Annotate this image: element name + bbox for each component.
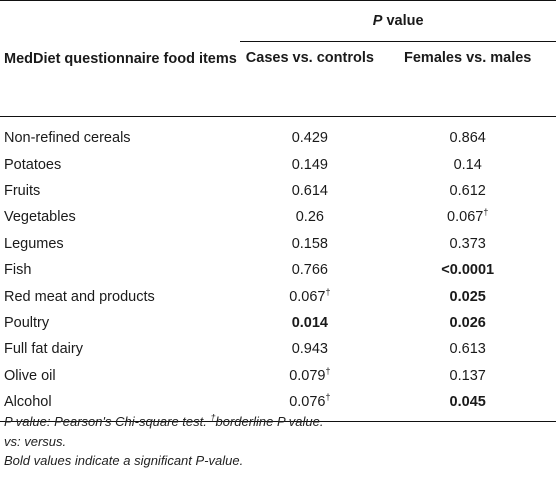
table-column-header-row: MedDiet questionnaire food items Cases v… bbox=[0, 41, 556, 117]
p-value: 0.158 bbox=[291, 235, 328, 252]
cell-cases-vs-controls: 0.614 bbox=[240, 178, 379, 204]
cell-cases-vs-controls: 0.943 bbox=[240, 336, 379, 362]
header-food-items: MedDiet questionnaire food items bbox=[0, 41, 241, 117]
header-females-vs-males: Females vs. males bbox=[379, 41, 556, 117]
cell-food-item: Red meat and products bbox=[4, 288, 155, 305]
footnote-1-text-a: P value: Pearson's Chi-square test. bbox=[4, 414, 211, 429]
borderline-dagger: † bbox=[483, 207, 489, 218]
cell-food-item: Alcohol bbox=[0, 388, 241, 423]
cell-females-vs-males: 0.026 bbox=[379, 310, 556, 336]
borderline-dagger: † bbox=[325, 286, 331, 297]
footnote-line-3: Bold values indicate a significant P-val… bbox=[4, 453, 244, 468]
p-value: 0.067 bbox=[447, 209, 484, 226]
cell-females-vs-males: 0.864 bbox=[379, 117, 556, 152]
p-value: 0.067 bbox=[289, 288, 326, 305]
cell-females-vs-males: 0.373 bbox=[379, 231, 556, 257]
group-header-blank bbox=[0, 0, 241, 42]
table-row: Fruits 0.614 0.612 bbox=[0, 178, 556, 204]
p-value: 0.864 bbox=[449, 130, 486, 147]
cell-cases-vs-controls: 0.26 bbox=[240, 204, 379, 230]
p-value: 0.766 bbox=[291, 262, 328, 279]
cell-females-vs-males: 0.025 bbox=[379, 283, 556, 309]
p-value: 0.026 bbox=[449, 314, 486, 331]
cell-cases-vs-controls: 0.149 bbox=[240, 151, 379, 177]
p-value: 0.943 bbox=[291, 341, 328, 358]
p-value-table: P value MedDiet questionnaire food items… bbox=[0, 0, 556, 423]
cell-females-vs-males: <0.0001 bbox=[379, 257, 556, 283]
p-value: 0.014 bbox=[291, 314, 328, 331]
cell-food-item: Olive oil bbox=[4, 367, 56, 384]
p-value: 0.045 bbox=[449, 394, 486, 411]
cell-females-vs-males: 0.045 bbox=[379, 388, 556, 423]
table-row: Full fat dairy 0.943 0.613 bbox=[0, 336, 556, 362]
cell-females-vs-males: 0.14 bbox=[379, 151, 556, 177]
cell-food-item: Full fat dairy bbox=[4, 341, 83, 358]
cell-cases-vs-controls: 0.067† bbox=[240, 283, 379, 309]
p-value-group-header: P value bbox=[240, 0, 556, 42]
cell-females-vs-males: 0.137 bbox=[379, 363, 556, 389]
borderline-dagger: † bbox=[325, 365, 331, 376]
cell-food-item: Fruits bbox=[4, 182, 41, 199]
cell-cases-vs-controls: 0.014 bbox=[240, 310, 379, 336]
cell-females-vs-males: 0.613 bbox=[379, 336, 556, 362]
p-value: 0.079 bbox=[289, 367, 326, 384]
table-row: Vegetables 0.26 0.067† bbox=[0, 204, 556, 230]
p-value: 0.429 bbox=[291, 130, 328, 147]
p-value: 0.612 bbox=[449, 182, 486, 199]
cell-food-item: Legumes bbox=[4, 235, 64, 252]
cell-cases-vs-controls: 0.076† bbox=[240, 388, 380, 423]
p-value-italic-p: P bbox=[372, 13, 383, 29]
cell-cases-vs-controls: 0.079† bbox=[240, 363, 379, 389]
cell-females-vs-males: 0.612 bbox=[379, 178, 556, 204]
cell-cases-vs-controls: 0.158 bbox=[240, 231, 379, 257]
footnote-1-dagger: † bbox=[210, 412, 216, 423]
cell-food-item: Potatoes bbox=[4, 156, 62, 173]
table-row: Potatoes 0.149 0.14 bbox=[0, 151, 556, 177]
table-row: Poultry 0.014 0.026 bbox=[0, 310, 556, 336]
table-row: Fish 0.766 <0.0001 bbox=[0, 257, 556, 283]
table-row: Legumes 0.158 0.373 bbox=[0, 231, 556, 257]
table-group-header-row: P value bbox=[0, 0, 556, 42]
table-body: Non-refined cereals 0.429 0.864 Potatoes 0.1… bbox=[0, 117, 556, 423]
borderline-dagger: † bbox=[325, 392, 331, 403]
cell-food-item: Non-refined cereals bbox=[4, 130, 131, 147]
p-value: 0.149 bbox=[291, 156, 328, 173]
table-row: Alcohol 0.076† 0.045 bbox=[0, 388, 556, 423]
p-value: 0.14 bbox=[453, 156, 482, 173]
table-row: Non-refined cereals 0.429 0.864 bbox=[0, 117, 556, 152]
p-value: 0.373 bbox=[449, 235, 486, 252]
table-row: Red meat and products 0.067† 0.025 bbox=[0, 283, 556, 309]
header-cases-vs-controls: Cases vs. controls bbox=[240, 41, 380, 117]
table-footnotes: P value: Pearson's Chi-square test. †bor… bbox=[4, 412, 323, 471]
p-value: 0.614 bbox=[291, 182, 328, 199]
footnote-line-1: P value: Pearson's Chi-square test. †bor… bbox=[4, 412, 323, 432]
p-value: 0.26 bbox=[295, 209, 324, 226]
table-row: Olive oil 0.079† 0.137 bbox=[0, 363, 556, 389]
footnote-line-2: vs: versus. bbox=[4, 433, 67, 449]
p-value: 0.137 bbox=[449, 367, 486, 384]
cell-cases-vs-controls: 0.766 bbox=[240, 257, 379, 283]
p-value: 0.076 bbox=[289, 394, 326, 411]
cell-food-item: Fish bbox=[4, 262, 32, 279]
cell-females-vs-males: 0.067† bbox=[379, 204, 556, 230]
footnote-1-text-b: borderline P value. bbox=[215, 414, 324, 429]
cell-cases-vs-controls: 0.429 bbox=[240, 117, 379, 152]
cell-food-item: Vegetables bbox=[4, 209, 76, 226]
p-value: <0.0001 bbox=[441, 262, 495, 279]
p-value-header-rest: value bbox=[382, 13, 424, 29]
p-value: 0.613 bbox=[449, 341, 486, 358]
p-value: 0.025 bbox=[449, 288, 486, 305]
cell-food-item: Poultry bbox=[4, 314, 50, 331]
